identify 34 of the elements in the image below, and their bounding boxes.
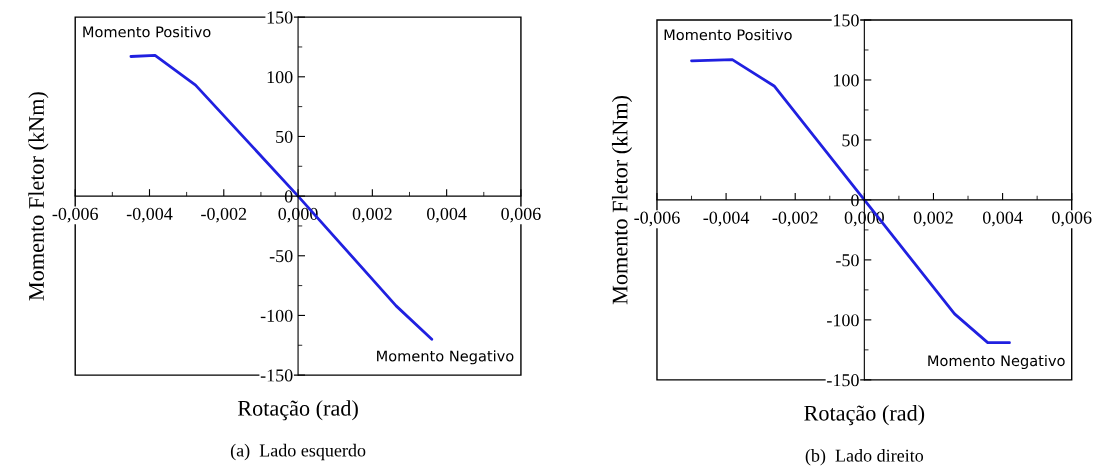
- y-tick-label: 100: [833, 74, 859, 87]
- y-axis-title: Momento Fletor (kNm): [611, 95, 633, 305]
- x-tick-label: -0,006: [634, 211, 680, 227]
- annotation: Momento Negativo: [928, 354, 1065, 370]
- y-tick-label: 100: [267, 71, 293, 84]
- x-tick-label: -0,004: [703, 211, 750, 227]
- y-tick-label: -50: [269, 250, 293, 263]
- x-tick-label: 0,004: [982, 211, 1023, 227]
- annotation: Momento Positivo: [83, 26, 211, 38]
- x-tick-label: -0,006: [52, 207, 98, 223]
- y-tick-label: 150: [833, 14, 859, 27]
- x-tick-label: 0,006: [501, 207, 541, 223]
- y-tick-label: -50: [836, 254, 859, 267]
- y-tick-label: -150: [827, 374, 859, 387]
- x-tick-label: 0,004: [427, 207, 467, 223]
- y-tick-label: -150: [260, 369, 293, 382]
- x-tick-label: 0,006: [1052, 211, 1092, 227]
- x-tick-label: -0,004: [126, 207, 173, 223]
- x-axis-title: Rotação (rad): [237, 400, 358, 421]
- y-axis-title: Momento Fletor (kNm): [28, 92, 49, 301]
- y-tick-label: 50: [276, 130, 293, 143]
- x-tick-label: 0,002: [913, 211, 953, 227]
- y-tick-label: 50: [842, 134, 859, 147]
- x-axis-title: Rotação (rad): [804, 405, 925, 426]
- y-tick-label: 150: [267, 11, 293, 24]
- x-tick-label: -0,002: [201, 207, 247, 223]
- y-tick-label: -100: [260, 309, 293, 322]
- text: (b) Lado direito: [805, 449, 924, 466]
- annotation: Momento Negativo: [377, 350, 514, 365]
- y-tick-label: -100: [827, 314, 859, 327]
- x-tick-label: -0,002: [772, 211, 818, 227]
- text: (a) Lado esquerdo: [230, 443, 366, 461]
- annotation: Momento Positivo: [664, 28, 792, 41]
- x-tick-label: 0,002: [352, 207, 392, 223]
